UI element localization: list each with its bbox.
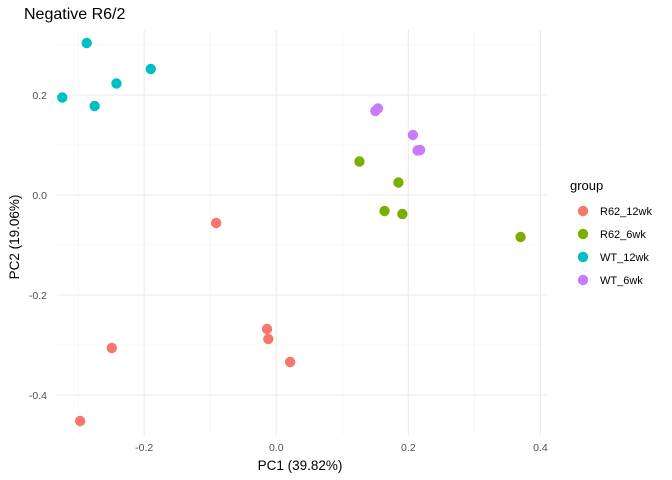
data-points <box>57 37 526 427</box>
legend-label-wt-6wk: WT_6wk <box>600 275 643 287</box>
legend-key-r62-6wk <box>577 228 589 240</box>
y-tick-label: -0.2 <box>29 290 47 302</box>
point-r62-6wk <box>397 208 408 220</box>
x-axis-title: PC1 (39.82%) <box>258 458 343 473</box>
point-wt-6wk <box>372 103 384 114</box>
legend: group R62_12wk R62_6wk WT_12wk WT_6wk <box>570 178 652 287</box>
x-tick-label: -0.2 <box>135 442 153 454</box>
x-tick-label: 0.4 <box>533 442 548 454</box>
chart-title: Negative R6/2 <box>24 6 125 23</box>
legend-key-wt-12wk <box>577 251 589 263</box>
y-axis-ticks: -0.4 -0.2 0.0 0.2 <box>29 90 47 402</box>
y-tick-label: 0.0 <box>32 190 47 202</box>
x-axis-ticks: -0.2 0.0 0.2 0.4 <box>135 442 548 454</box>
point-r62-12wk <box>106 342 118 354</box>
point-r62-12wk <box>263 333 274 345</box>
legend-title: group <box>570 178 603 193</box>
point-wt-12wk <box>111 78 122 89</box>
legend-key-wt-6wk <box>577 274 589 286</box>
y-axis-title: PC2 (19.06%) <box>7 195 22 280</box>
x-tick-label: 0.0 <box>269 442 284 454</box>
y-tick-label: -0.4 <box>29 390 47 402</box>
point-wt-6wk <box>415 144 426 156</box>
point-wt-12wk <box>145 63 156 75</box>
point-r62-6wk <box>354 156 365 167</box>
x-tick-label: 0.2 <box>401 442 416 454</box>
point-r62-6wk <box>379 205 390 217</box>
point-r62-12wk <box>261 323 273 335</box>
legend-label-r62-12wk: R62_12wk <box>600 206 652 218</box>
grid-lines <box>57 30 547 435</box>
point-r62-12wk <box>284 356 296 368</box>
point-r62-6wk <box>393 177 404 188</box>
legend-label-r62-6wk: R62_6wk <box>600 229 646 241</box>
point-wt-12wk <box>57 92 68 103</box>
point-r62-12wk <box>210 217 222 229</box>
point-r62-6wk <box>515 231 526 243</box>
y-tick-label: 0.2 <box>32 90 47 102</box>
legend-label-wt-12wk: WT_12wk <box>600 252 649 264</box>
point-r62-12wk <box>74 415 86 427</box>
point-wt-6wk <box>407 129 419 141</box>
point-wt-12wk <box>89 100 100 112</box>
point-wt-12wk <box>81 37 92 49</box>
legend-key-r62-12wk <box>577 205 589 217</box>
